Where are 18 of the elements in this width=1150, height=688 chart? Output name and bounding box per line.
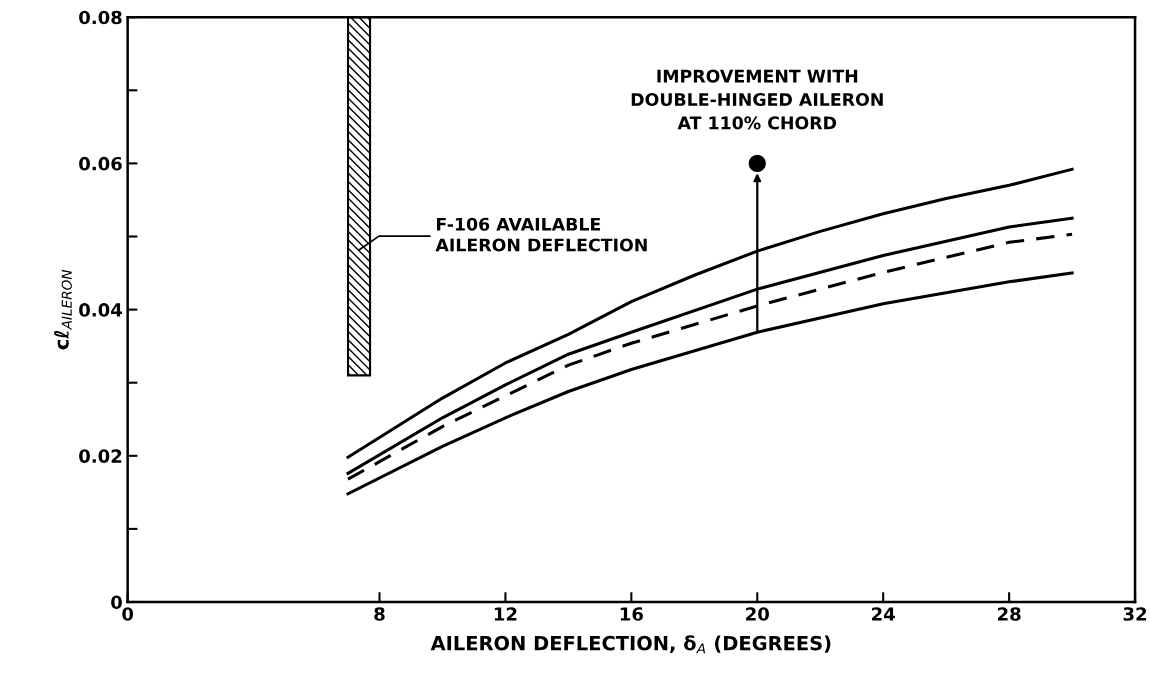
line-series (346, 167, 1074, 459)
y-tick-label: 0.04 (79, 303, 122, 317)
y-tick-label: 0.06 (79, 156, 122, 171)
x-tick-label: 16 (620, 607, 643, 621)
x-tick-label: 32 (1123, 607, 1147, 621)
y-axis-title: cℓ$_{AILERON}$ (54, 269, 72, 350)
x-axis-title: AILERON DEFLECTION, δ$_{A}$ (DEGREES) (430, 635, 831, 654)
y-tick-label: 0 (111, 595, 122, 610)
annotation: F-106 AVAILABLE AILERON DEFLECTION (435, 217, 647, 252)
x-tick-label: 12 (494, 607, 517, 621)
x-tick-label: 24 (872, 607, 895, 621)
annotation: IMPROVEMENT WITH DOUBLE-HINGED AILERON AT 110% CHORD (631, 69, 883, 130)
x-tick-label: 8 (374, 607, 385, 621)
x-tick-label: 20 (746, 607, 769, 621)
y-tick-label: 0.02 (79, 449, 122, 463)
x-tick-label: 0 (122, 607, 134, 621)
x-tick-label: 28 (997, 607, 1021, 621)
y-tick-label: 0.08 (79, 10, 122, 25)
